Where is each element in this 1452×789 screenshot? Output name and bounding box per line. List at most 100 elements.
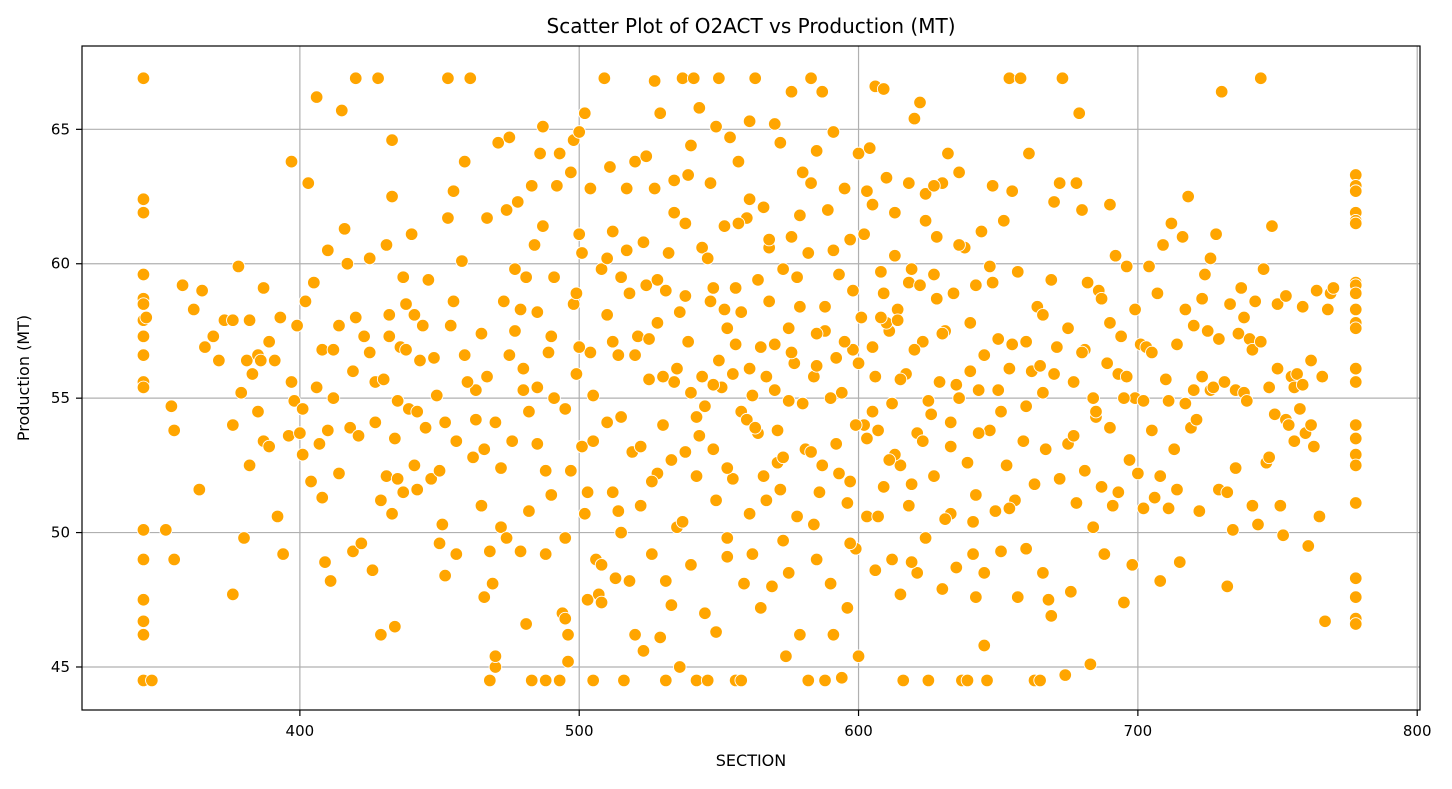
scatter-point (569, 286, 584, 301)
scatter-point (1103, 420, 1117, 435)
scatter-point (410, 404, 424, 419)
scatter-point (605, 224, 620, 239)
scatter-point (742, 114, 757, 129)
scatter-point (1254, 71, 1268, 86)
scatter-point (767, 383, 782, 397)
scatter-point (502, 130, 517, 145)
scatter-point (256, 281, 271, 295)
scatter-point (709, 625, 723, 639)
scatter-point (692, 429, 707, 443)
scatter-point (1069, 176, 1084, 190)
scatter-point (430, 388, 444, 403)
scatter-point (966, 547, 980, 561)
scatter-point (538, 673, 553, 688)
scatter-point (351, 429, 366, 443)
scatter-point (633, 439, 648, 454)
y-tick-label: 65 (51, 120, 70, 138)
scatter-point (379, 238, 394, 252)
scatter-point (1052, 176, 1067, 190)
scatter-point (684, 386, 698, 400)
scatter-point (874, 265, 888, 279)
scatter-point (1019, 541, 1033, 556)
scatter-point (673, 305, 687, 319)
scatter-point (326, 391, 341, 405)
scatter-point (1206, 380, 1221, 395)
scatter-point (918, 213, 933, 228)
scatter-point (848, 418, 863, 432)
scatter-point (348, 71, 363, 86)
scatter-point (1142, 259, 1156, 274)
scatter-point (804, 71, 818, 86)
scatter-point (1256, 262, 1271, 276)
scatter-point (270, 509, 285, 524)
scatter-point (823, 391, 838, 405)
scatter-point (740, 412, 754, 427)
scatter-point (734, 673, 748, 688)
scatter-point (586, 673, 600, 688)
scatter-point (226, 418, 240, 432)
scatter-point (410, 482, 424, 497)
scatter-point (379, 469, 394, 483)
scatter-point (1270, 297, 1285, 311)
scatter-point (1002, 71, 1017, 86)
scatter-point (488, 415, 503, 430)
scatter-point (552, 146, 567, 161)
scatter-point (949, 377, 964, 392)
scatter-point (776, 450, 790, 465)
scatter-point (346, 544, 360, 559)
scatter-point (977, 348, 991, 362)
scatter-point (558, 531, 572, 545)
scatter-point (748, 420, 762, 435)
scatter-point (1198, 267, 1212, 282)
scatter-point (793, 627, 807, 642)
scatter-point (544, 488, 559, 502)
scatter-point (893, 458, 908, 473)
scatter-point (438, 415, 452, 430)
scatter-point (876, 82, 891, 96)
scatter-point (136, 552, 151, 567)
scatter-point (754, 601, 768, 615)
scatter-point (943, 415, 958, 430)
scatter-point (432, 536, 447, 551)
scatter-point (781, 394, 796, 408)
scatter-point (784, 230, 799, 244)
scatter-point (1220, 485, 1235, 500)
scatter-point (988, 504, 1003, 518)
scatter-point (388, 619, 402, 634)
scatter-point (874, 310, 888, 325)
scatter-point (1287, 434, 1302, 448)
scatter-point (902, 498, 916, 513)
scatter-point (1349, 361, 1363, 376)
scatter-point (1002, 501, 1017, 516)
plot-frame (81, 45, 1421, 711)
scatter-point (924, 407, 938, 422)
scatter-point (508, 262, 522, 276)
scatter-point (1281, 418, 1296, 432)
scatter-point (835, 670, 849, 685)
scatter-point (723, 130, 737, 145)
scatter-point (969, 278, 983, 293)
scatter-point (985, 275, 1000, 290)
scatter-point (1055, 71, 1070, 86)
scatter-point (633, 498, 648, 513)
scatter-point (871, 423, 885, 438)
scatter-point (516, 361, 531, 376)
scatter-point (569, 367, 584, 381)
scatter-point (164, 399, 179, 413)
scatter-point (1005, 184, 1019, 198)
scatter-point (1078, 463, 1092, 478)
scatter-point (407, 308, 422, 322)
scatter-point (1117, 391, 1131, 405)
scatter-point (664, 598, 679, 612)
scatter-point (706, 442, 721, 456)
scatter-point (337, 222, 352, 236)
scatter-point (619, 243, 634, 258)
scatter-point (139, 310, 153, 325)
scatter-point (851, 356, 866, 370)
scatter-point (376, 372, 391, 387)
scatter-point (619, 181, 634, 196)
scatter-point (136, 627, 151, 642)
scatter-point (1089, 404, 1103, 419)
scatter-point (631, 329, 645, 344)
scatter-point (390, 394, 405, 408)
